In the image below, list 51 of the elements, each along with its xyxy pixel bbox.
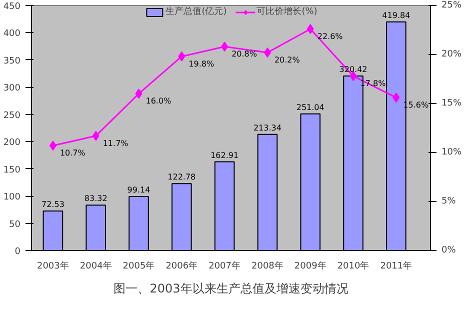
- y-tick-label: 350: [3, 56, 21, 66]
- data-label: 11.7%: [102, 138, 129, 148]
- x-tick-label: 2003年: [37, 260, 69, 272]
- x-tick-label: 2006年: [166, 260, 198, 272]
- data-label: 419.84: [382, 10, 410, 20]
- point: [264, 48, 271, 58]
- y-tick-label: 150: [3, 165, 21, 176]
- legend-label: 生产总值(亿元): [166, 6, 227, 18]
- data-label: 83.32: [84, 194, 108, 204]
- point: [92, 130, 100, 141]
- y2-tick-label: 25%: [442, 0, 462, 10]
- x-tick-label: 2008年: [252, 260, 284, 272]
- y-tick-label: 100: [3, 192, 21, 203]
- point: [49, 140, 56, 151]
- y2-tick-label: 0%: [442, 246, 456, 256]
- point: [306, 24, 314, 34]
- y-tick-label: 400: [3, 29, 21, 40]
- y2-tick-label: 20%: [442, 50, 462, 60]
- x-tick-label: 2005年: [122, 260, 155, 272]
- point: [221, 42, 228, 52]
- data-label: 122.78: [168, 172, 196, 182]
- x-tick-label: 2007年: [208, 260, 241, 272]
- x-tick-label: 2009年: [294, 260, 326, 272]
- y2-tick-label: 10%: [442, 148, 462, 158]
- y-tick-label: 450: [3, 2, 21, 12]
- y-tick-label: 50: [9, 220, 21, 230]
- point: [135, 88, 142, 99]
- data-label: 213.34: [253, 123, 282, 132]
- data-label: 20.2%: [274, 56, 300, 65]
- legend-label: 可比价增长(%): [256, 6, 318, 18]
- data-label: 72.53: [42, 200, 64, 210]
- point: [392, 92, 400, 103]
- data-label: 251.04: [296, 102, 324, 112]
- y-tick-label: 300: [3, 84, 21, 94]
- text: 图一、2003年以来生产总值及增速变动情况: [114, 282, 348, 296]
- y-tick-label: 200: [3, 138, 21, 148]
- y-tick-label: 0: [14, 247, 21, 257]
- y2-tick-label: 15%: [442, 98, 462, 108]
- data-label: 99.14: [127, 186, 150, 195]
- point: [178, 51, 186, 62]
- data-label: 20.8%: [232, 50, 258, 59]
- x-tick-label: 2011年: [380, 260, 412, 272]
- y2-tick-label: 5%: [442, 196, 456, 206]
- data-label: 19.8%: [188, 59, 214, 68]
- data-label: 22.6%: [317, 32, 344, 42]
- y-tick-label: 250: [3, 110, 21, 121]
- data-label: 162.91: [210, 150, 239, 160]
- x-tick-label: 2004年: [80, 260, 112, 272]
- x-tick-label: 2010年: [337, 260, 370, 272]
- data-label: 10.7%: [60, 148, 86, 158]
- data-label: 16.0%: [146, 96, 172, 106]
